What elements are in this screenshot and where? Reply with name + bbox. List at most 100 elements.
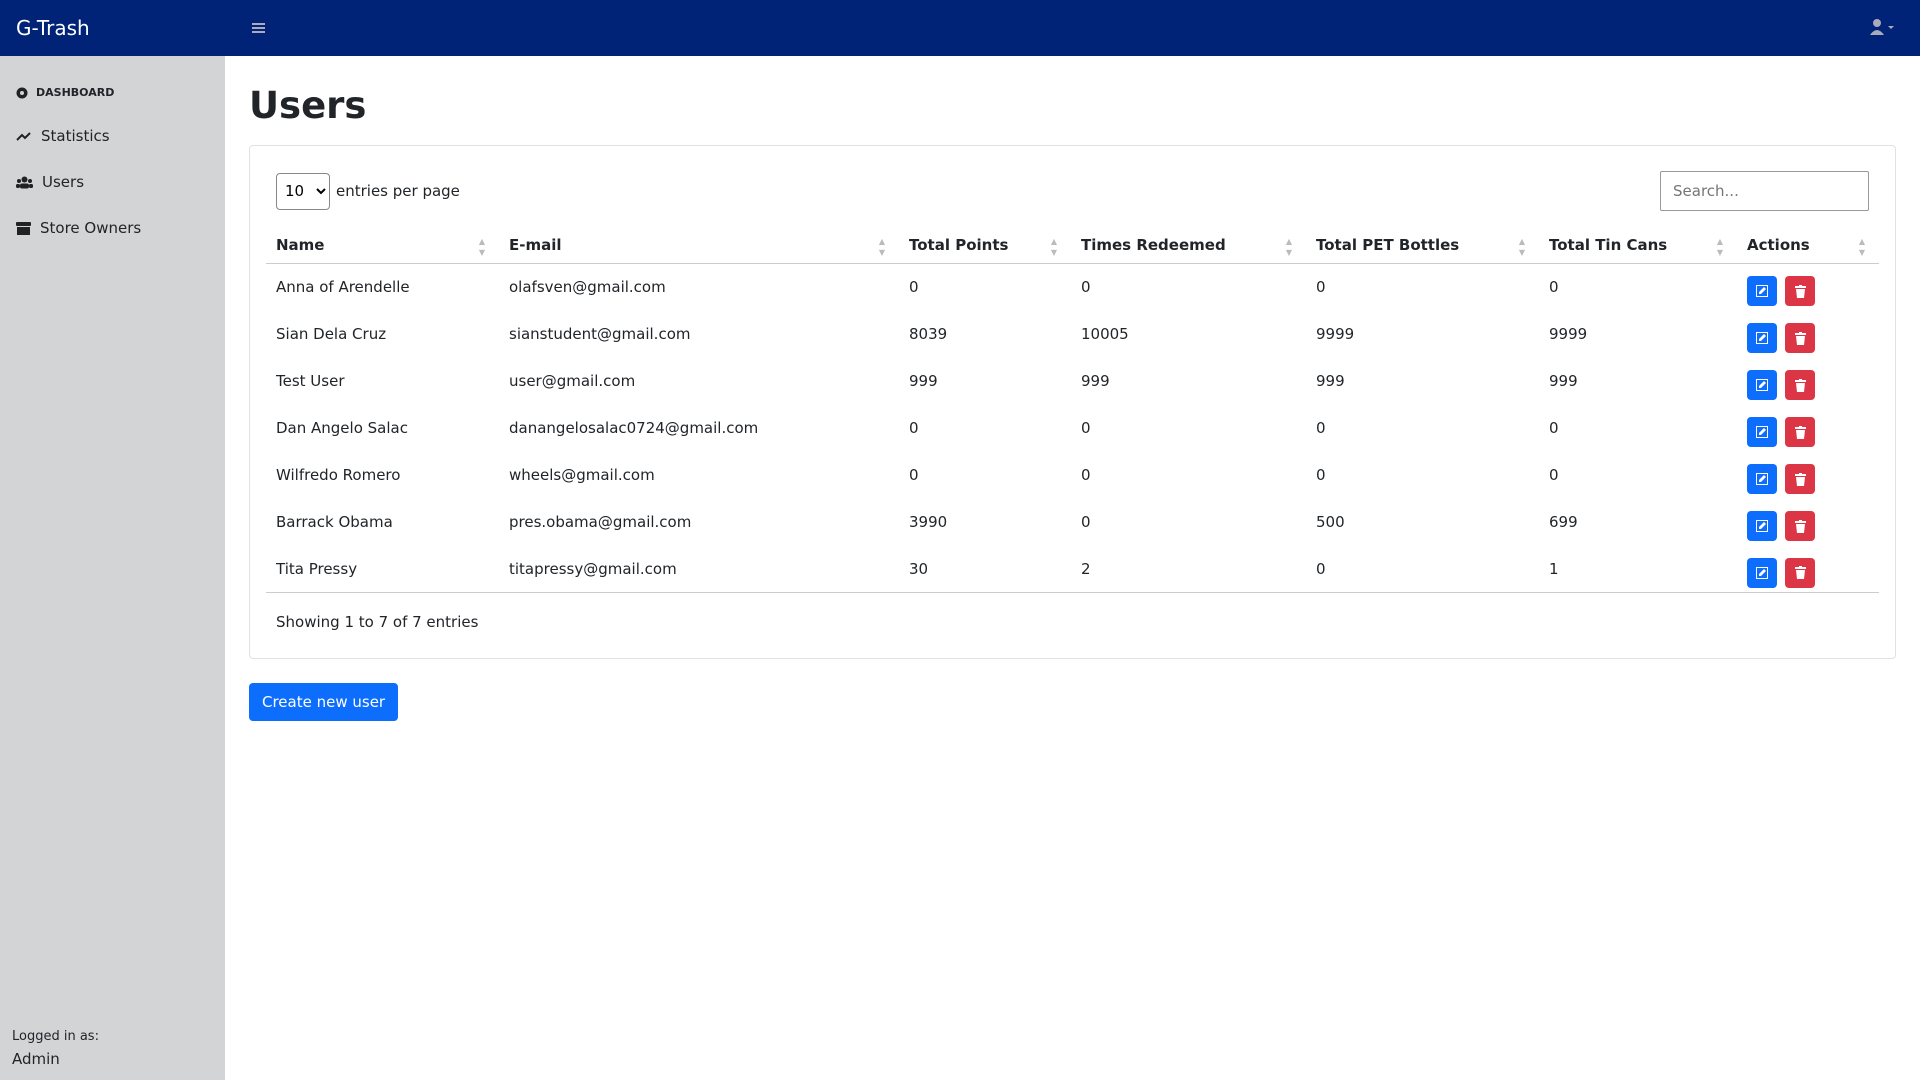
column-header[interactable]: Total Points ▲ ▼: [899, 225, 1071, 264]
delete-button[interactable]: [1785, 511, 1815, 541]
table-cell: 0: [909, 278, 919, 297]
main-content: Users 10 entries per page Name▲▼E-mail▲▼…: [249, 56, 1896, 721]
create-user-button[interactable]: Create new user: [249, 683, 399, 721]
table-cell: 0: [909, 419, 919, 437]
table-cell: danangelosalac0724@gmail.com: [509, 419, 759, 437]
table-cell: pres.obama@gmail.com: [509, 513, 692, 531]
edit-button[interactable]: [1747, 417, 1777, 447]
user-menu[interactable]: [1870, 18, 1896, 36]
actions-cell: [1737, 499, 1879, 546]
table-cell: 0: [1316, 278, 1326, 297]
table-cell: 0: [1549, 278, 1559, 297]
delete-button[interactable]: [1785, 464, 1815, 494]
sidebar: DASHBOARD Statistics Users Store Owners …: [0, 56, 225, 1080]
actions-cell: [1737, 452, 1879, 499]
sort-indicator: ▲ ▼: [1285, 237, 1292, 257]
table-cell: 699: [1549, 513, 1578, 531]
table-row: Test User user@gmail.com 999 999 999 999: [266, 358, 1879, 405]
delete-button[interactable]: [1785, 323, 1815, 353]
column-header[interactable]: Name ▲ ▼: [266, 225, 499, 264]
sidebar-heading-text: DASHBOARD: [36, 86, 115, 99]
edit-button[interactable]: [1747, 370, 1777, 400]
delete-button[interactable]: [1785, 417, 1815, 447]
column-header[interactable]: Total PET Bottles ▲ ▼: [1306, 225, 1539, 264]
column-header-text: E-mail: [509, 236, 562, 254]
column-header[interactable]: Times Redeemed ▲ ▼: [1071, 225, 1306, 264]
login-label: Logged in as:: [12, 1029, 99, 1044]
actions-cell: [1737, 311, 1879, 358]
column-header-text: Total Points: [909, 236, 1009, 254]
table-body: Anna of Arendelle olafsven@gmail.com 0 0 0 0 S…: [266, 264, 1879, 593]
table-cell: Barrack Obama: [276, 513, 393, 531]
users-table: Name ▲ ▼ E-mail ▲ ▼ Total Points ▲ ▼ Times Redeem…: [266, 225, 1879, 593]
column-header-text: Times Redeemed: [1081, 236, 1226, 254]
delete-button[interactable]: [1785, 276, 1815, 307]
sidebar-heading[interactable]: DASHBOARD: [16, 86, 225, 99]
page-title: Users: [249, 84, 367, 127]
column-header[interactable]: E-mail ▲ ▼: [499, 225, 899, 264]
per-page-select[interactable]: 10: [276, 172, 330, 210]
actions-cell: [1737, 358, 1879, 405]
sidebar-link[interactable]: Statistics: [16, 127, 225, 145]
table-row: Dan Angelo Salac danangelosalac0724@gmail…: [266, 405, 1879, 452]
edit-button[interactable]: [1747, 557, 1777, 588]
table-cell: 2: [1071, 545, 1306, 593]
table-row: Wilfredo Romero wheels@gmail.com 0 0 0 0: [266, 452, 1879, 499]
sidebar-link-text: Statistics: [41, 127, 110, 145]
per-page: 10 entries per page: [276, 172, 460, 210]
table-row: Tita Pressy titapressy@gmail.com 30 2 0 1: [266, 545, 1879, 593]
delete-button[interactable]: [1785, 557, 1815, 588]
actions-cell: [1737, 405, 1879, 452]
column-header-text: Total PET Bottles: [1316, 236, 1460, 254]
brand[interactable]: G-Trash: [16, 16, 90, 40]
table-info: Showing 1 to 7 of 7 entries: [276, 613, 479, 631]
table-cell: 3990: [909, 513, 948, 531]
table-cell: 999: [1081, 372, 1110, 390]
table-cell: 999: [1316, 372, 1345, 390]
column-header[interactable]: Actions ▲ ▼: [1737, 225, 1879, 264]
sidebar-link-text: Users: [42, 173, 85, 191]
table-cell: titapressy@gmail.com: [499, 545, 899, 593]
edit-button[interactable]: [1747, 464, 1777, 494]
table-cell: 1: [1539, 545, 1737, 593]
table-cell: sianstudent@gmail.com: [509, 325, 691, 343]
table-cell: 0: [1549, 419, 1559, 437]
table-cell: Test User: [276, 372, 345, 390]
search-input[interactable]: [1660, 171, 1869, 211]
table-cell: 999: [1549, 372, 1578, 390]
edit-button[interactable]: [1747, 511, 1777, 541]
column-header-text: Total Tin Cans: [1549, 236, 1668, 254]
table-cell: olafsven@gmail.com: [509, 278, 666, 297]
sidebar-link[interactable]: Store Owners: [16, 219, 225, 237]
navbar: G-Trash: [0, 0, 1920, 56]
sort-indicator: ▲ ▼: [1518, 237, 1525, 257]
table-cell: 9999: [1549, 325, 1588, 343]
table-cell: 30: [899, 545, 1071, 593]
menu-toggle[interactable]: [252, 22, 266, 34]
table-cell: 9999: [1316, 325, 1355, 343]
delete-button[interactable]: [1785, 370, 1815, 400]
actions-cell: [1737, 545, 1879, 593]
table-cell: Dan Angelo Salac: [276, 419, 408, 437]
table-cell: 500: [1316, 513, 1345, 531]
table-cell: Sian Dela Cruz: [276, 325, 387, 343]
table-cell: Anna of Arendelle: [276, 278, 410, 297]
edit-button[interactable]: [1747, 276, 1777, 307]
table-controls: 10 entries per page: [266, 171, 1879, 211]
table-cell: 0: [1549, 466, 1559, 484]
table-cell: Tita Pressy: [266, 545, 499, 593]
edit-button[interactable]: [1747, 323, 1777, 353]
login-user: Admin: [12, 1050, 60, 1068]
sort-indicator: ▲ ▼: [1716, 237, 1723, 257]
sort-indicator: ▲ ▼: [1858, 237, 1865, 257]
table-cell: 0: [1081, 513, 1091, 531]
table-cell: user@gmail.com: [509, 372, 636, 390]
sort-indicator: ▲ ▼: [478, 237, 485, 257]
table-cell: 10005: [1081, 325, 1129, 343]
table-row: Anna of Arendelle olafsven@gmail.com 0 0 0 0: [266, 264, 1879, 311]
sidebar-link[interactable]: Users: [16, 173, 225, 191]
table-row: Sian Dela Cruz sianstudent@gmail.com 8039 1…: [266, 311, 1879, 358]
actions-cell: [1737, 264, 1879, 311]
column-header[interactable]: Total Tin Cans ▲ ▼: [1539, 225, 1737, 264]
table-cell: 0: [1316, 466, 1326, 484]
